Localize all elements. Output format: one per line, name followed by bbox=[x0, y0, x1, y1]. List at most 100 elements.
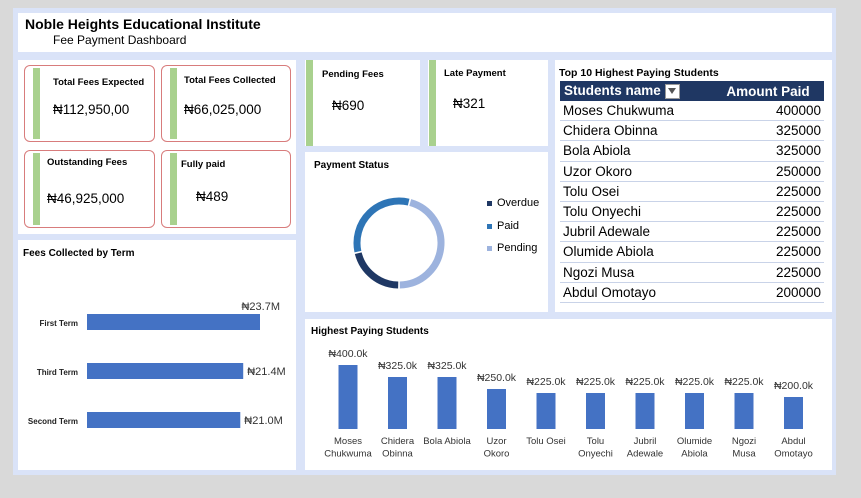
kpi-value: ₦489 bbox=[196, 189, 229, 204]
kpi-label: Pending Fees bbox=[322, 69, 384, 80]
student-category-label: Tolu Osei bbox=[526, 436, 566, 447]
term-bar bbox=[87, 412, 241, 428]
header-panel bbox=[18, 13, 832, 52]
student-bar-data-label: ₦400.0k bbox=[328, 348, 368, 360]
payment-status-title: Payment Status bbox=[314, 160, 390, 171]
highest-paying-title: Highest Paying Students bbox=[311, 326, 429, 337]
term-bar bbox=[87, 363, 244, 379]
student-name-cell: Olumide Abiola bbox=[560, 241, 712, 263]
column-header-amount[interactable]: Amount Paid bbox=[711, 81, 824, 101]
kpi-outstanding: Outstanding Fees ₦46,925,000 bbox=[24, 150, 155, 228]
kpi-accent-bar bbox=[306, 60, 313, 146]
kpi-label: Total Fees Expected bbox=[53, 77, 145, 88]
legend-swatch bbox=[487, 200, 492, 206]
student-bar bbox=[784, 397, 803, 429]
kpi-label: Fully paid bbox=[181, 159, 226, 170]
student-name-cell: Bola Abiola bbox=[560, 140, 712, 162]
student-category-label: Omotayo bbox=[774, 449, 813, 460]
table-row: Ngozi Musa 225000 bbox=[560, 262, 824, 283]
column-header-name[interactable]: Students name bbox=[560, 81, 712, 101]
student-bar bbox=[685, 393, 704, 429]
kpi-value: ₦112,950,00 bbox=[53, 102, 130, 117]
kpi-pending: Pending Fees ₦690 bbox=[305, 60, 420, 146]
legend-label: Paid bbox=[497, 220, 520, 232]
student-category-label: Jubril bbox=[634, 436, 657, 447]
filter-icon[interactable] bbox=[664, 83, 680, 99]
kpi-total-collected: Total Fees Collected ₦66,025,000 bbox=[161, 65, 291, 142]
student-name-cell: Chidera Obinna bbox=[560, 120, 712, 142]
kpi-total-expected: Total Fees Expected ₦112,950,00 bbox=[24, 65, 155, 142]
fees-by-term-title: Fees Collected by Term bbox=[23, 248, 135, 259]
amount-paid-cell: 325000 bbox=[711, 120, 824, 142]
kpi-label: Outstanding Fees bbox=[47, 157, 128, 168]
student-category-label: Abiola bbox=[681, 449, 708, 460]
amount-paid-cell: 250000 bbox=[711, 161, 824, 182]
student-category-label: Abdul bbox=[781, 436, 805, 447]
highest-paying-chart: ₦400.0k Moses Chukwuma ₦325.0k Chidera Obinna… bbox=[324, 348, 814, 460]
kpi-accent-bar bbox=[170, 153, 177, 225]
table-row: Tolu Osei 225000 bbox=[560, 181, 824, 202]
student-bar-data-label: ₦250.0k bbox=[477, 372, 517, 384]
table-row: Tolu Onyechi 225000 bbox=[560, 201, 824, 223]
kpi-fully-paid: Fully paid ₦489 bbox=[161, 150, 291, 228]
donut-slice-overdue bbox=[354, 252, 399, 289]
legend-item-pending: Pending bbox=[487, 242, 537, 254]
student-name-cell: Ngozi Musa bbox=[560, 262, 712, 283]
legend-item-paid: Paid bbox=[487, 220, 519, 232]
amount-paid-cell: 225000 bbox=[711, 201, 824, 223]
term-category-label: Second Term bbox=[28, 417, 78, 426]
amount-paid-cell: 225000 bbox=[711, 262, 824, 283]
term-category-label: First Term bbox=[39, 319, 78, 328]
student-bar bbox=[338, 365, 358, 429]
amount-paid-cell: 325000 bbox=[711, 140, 824, 162]
student-bar bbox=[635, 393, 655, 429]
term-bar-data-label: ₦21.4M bbox=[247, 366, 286, 378]
table-row: Chidera Obinna 325000 bbox=[560, 120, 824, 142]
kpi-label: Total Fees Collected bbox=[184, 75, 276, 86]
payment-status-panel bbox=[305, 152, 548, 312]
kpi-value: ₦66,025,000 bbox=[184, 102, 262, 117]
kpi-value: ₦46,925,000 bbox=[47, 191, 125, 206]
amount-paid-cell: 225000 bbox=[711, 181, 824, 202]
legend-swatch bbox=[487, 245, 492, 251]
student-bar-data-label: ₦225.0k bbox=[675, 376, 715, 388]
student-category-label: Tolu bbox=[587, 436, 604, 447]
fees-by-term-chart: First Term ₦23.7M Third Term ₦21.4M Second T… bbox=[28, 301, 286, 428]
student-bar bbox=[437, 377, 457, 429]
student-name-cell: Tolu Onyechi bbox=[560, 201, 712, 223]
table-row: Bola Abiola 325000 bbox=[560, 140, 824, 162]
student-category-label: Onyechi bbox=[578, 449, 613, 460]
student-category-label: Ngozi bbox=[732, 436, 756, 447]
student-bar-data-label: ₦225.0k bbox=[625, 376, 665, 388]
donut-slice-paid bbox=[353, 197, 410, 253]
student-category-label: Uzor bbox=[486, 436, 506, 447]
student-name-cell: Abdul Omotayo bbox=[560, 282, 712, 303]
student-name-cell: Moses Chukwuma bbox=[560, 101, 712, 122]
table-row: Uzor Okoro 250000 bbox=[560, 161, 824, 182]
legend-item-overdue: Overdue bbox=[487, 197, 539, 209]
table-row: Moses Chukwuma 400000 bbox=[560, 101, 824, 122]
student-bar bbox=[388, 377, 407, 429]
donut-slice-pending bbox=[399, 199, 445, 289]
amount-paid-cell: 200000 bbox=[711, 282, 824, 303]
student-category-label: Obinna bbox=[382, 449, 413, 460]
amount-paid-cell: 400000 bbox=[711, 101, 824, 122]
table-row: Olumide Abiola 225000 bbox=[560, 241, 824, 263]
term-bar-data-label: ₦21.0M bbox=[244, 415, 283, 427]
student-category-label: Adewale bbox=[627, 449, 663, 460]
table-row: Jubril Adewale 225000 bbox=[560, 221, 824, 243]
student-bar bbox=[487, 389, 506, 429]
student-category-label: Chukwuma bbox=[324, 449, 372, 460]
page-title: Noble Heights Educational Institute bbox=[25, 16, 261, 32]
kpi-value: ₦321 bbox=[453, 96, 486, 111]
student-bar-data-label: ₦225.0k bbox=[576, 376, 616, 388]
amount-paid-cell: 225000 bbox=[711, 241, 824, 263]
student-bar-data-label: ₦325.0k bbox=[378, 360, 418, 372]
kpi-accent-bar bbox=[33, 153, 40, 225]
fees-by-term-panel bbox=[18, 240, 296, 470]
student-category-label: Moses bbox=[334, 436, 362, 447]
student-bar-data-label: ₦200.0k bbox=[774, 380, 814, 392]
student-bar-data-label: ₦325.0k bbox=[427, 360, 467, 372]
kpi-value: ₦690 bbox=[332, 98, 365, 113]
student-category-label: Okoro bbox=[484, 449, 510, 460]
